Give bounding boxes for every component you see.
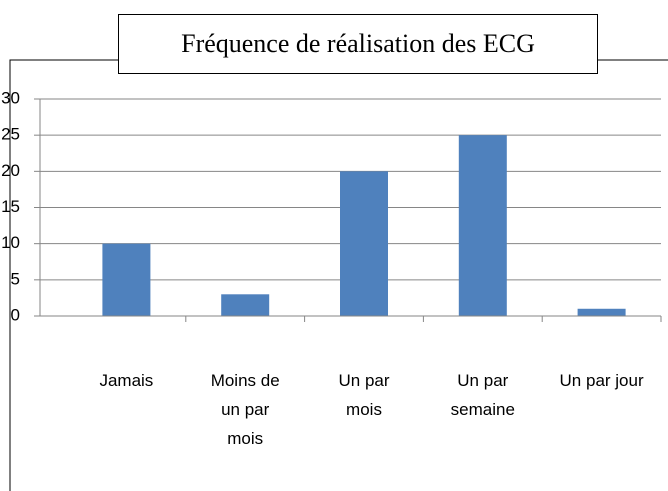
- chart-title: Fréquence de réalisation des ECG: [118, 14, 598, 74]
- y-tick-label: 30: [1, 88, 20, 107]
- y-tick-label: 5: [11, 269, 20, 288]
- y-tick-label: 15: [1, 197, 20, 216]
- y-tick-label: 20: [1, 161, 20, 180]
- bar: [102, 243, 151, 316]
- bar: [340, 171, 388, 316]
- bar: [577, 308, 626, 316]
- bar: [221, 294, 270, 316]
- y-tick-label: 25: [1, 125, 20, 144]
- bar: [458, 135, 507, 316]
- x-tick-label: Un par jour: [559, 371, 644, 390]
- x-tick-label: Moins de un par mois: [210, 371, 280, 448]
- x-tick-label: Un par semaine: [450, 371, 515, 419]
- y-tick-label: 10: [1, 233, 20, 252]
- y-tick-label: 0: [11, 305, 20, 324]
- x-tick-label: Un par mois: [338, 371, 390, 419]
- x-tick-label: Jamais: [99, 371, 154, 390]
